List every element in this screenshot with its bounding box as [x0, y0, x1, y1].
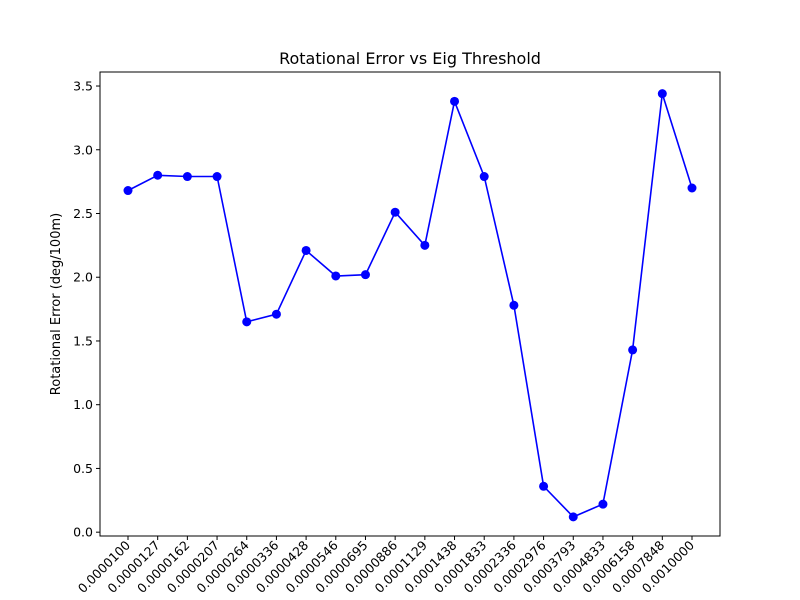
data-point [657, 89, 667, 99]
data-point [271, 309, 281, 319]
plot-area [99, 71, 721, 537]
y-tick-label: 3.0 [73, 142, 93, 157]
data-point [390, 207, 400, 217]
data-point [687, 183, 697, 193]
series-points [123, 89, 697, 522]
data-point [568, 512, 578, 522]
y-tick-label: 1.5 [73, 333, 93, 348]
data-point [331, 271, 341, 281]
y-axis: 0.0 0.5 1.0 1.5 2.0 2.5 3.0 3.5 [73, 79, 100, 540]
data-point [153, 170, 163, 180]
series-line [127, 93, 693, 518]
y-axis-label: Rotational Error (deg/100m) [49, 213, 64, 395]
data-point [450, 96, 460, 106]
data-point [301, 245, 311, 255]
data-point [479, 172, 489, 182]
data-point [242, 317, 252, 327]
y-tick-label: 3.5 [73, 79, 93, 94]
data-point [360, 270, 370, 280]
y-tick-label: 0.5 [73, 461, 93, 476]
data-point [539, 481, 549, 491]
data-point [420, 240, 430, 250]
data-point [212, 172, 222, 182]
y-tick-label: 0.0 [73, 525, 93, 540]
data-point [598, 499, 608, 509]
y-tick-label: 2.0 [73, 270, 93, 285]
data-point [509, 300, 519, 310]
data-point [182, 172, 192, 182]
x-axis: 0.00001000.00001270.00001620.00002070.00… [75, 536, 697, 596]
data-point [628, 345, 638, 355]
chart-title: Rotational Error vs Eig Threshold [279, 49, 541, 68]
data-point [123, 186, 133, 196]
y-tick-label: 1.0 [73, 397, 93, 412]
y-tick-label: 2.5 [73, 206, 93, 221]
